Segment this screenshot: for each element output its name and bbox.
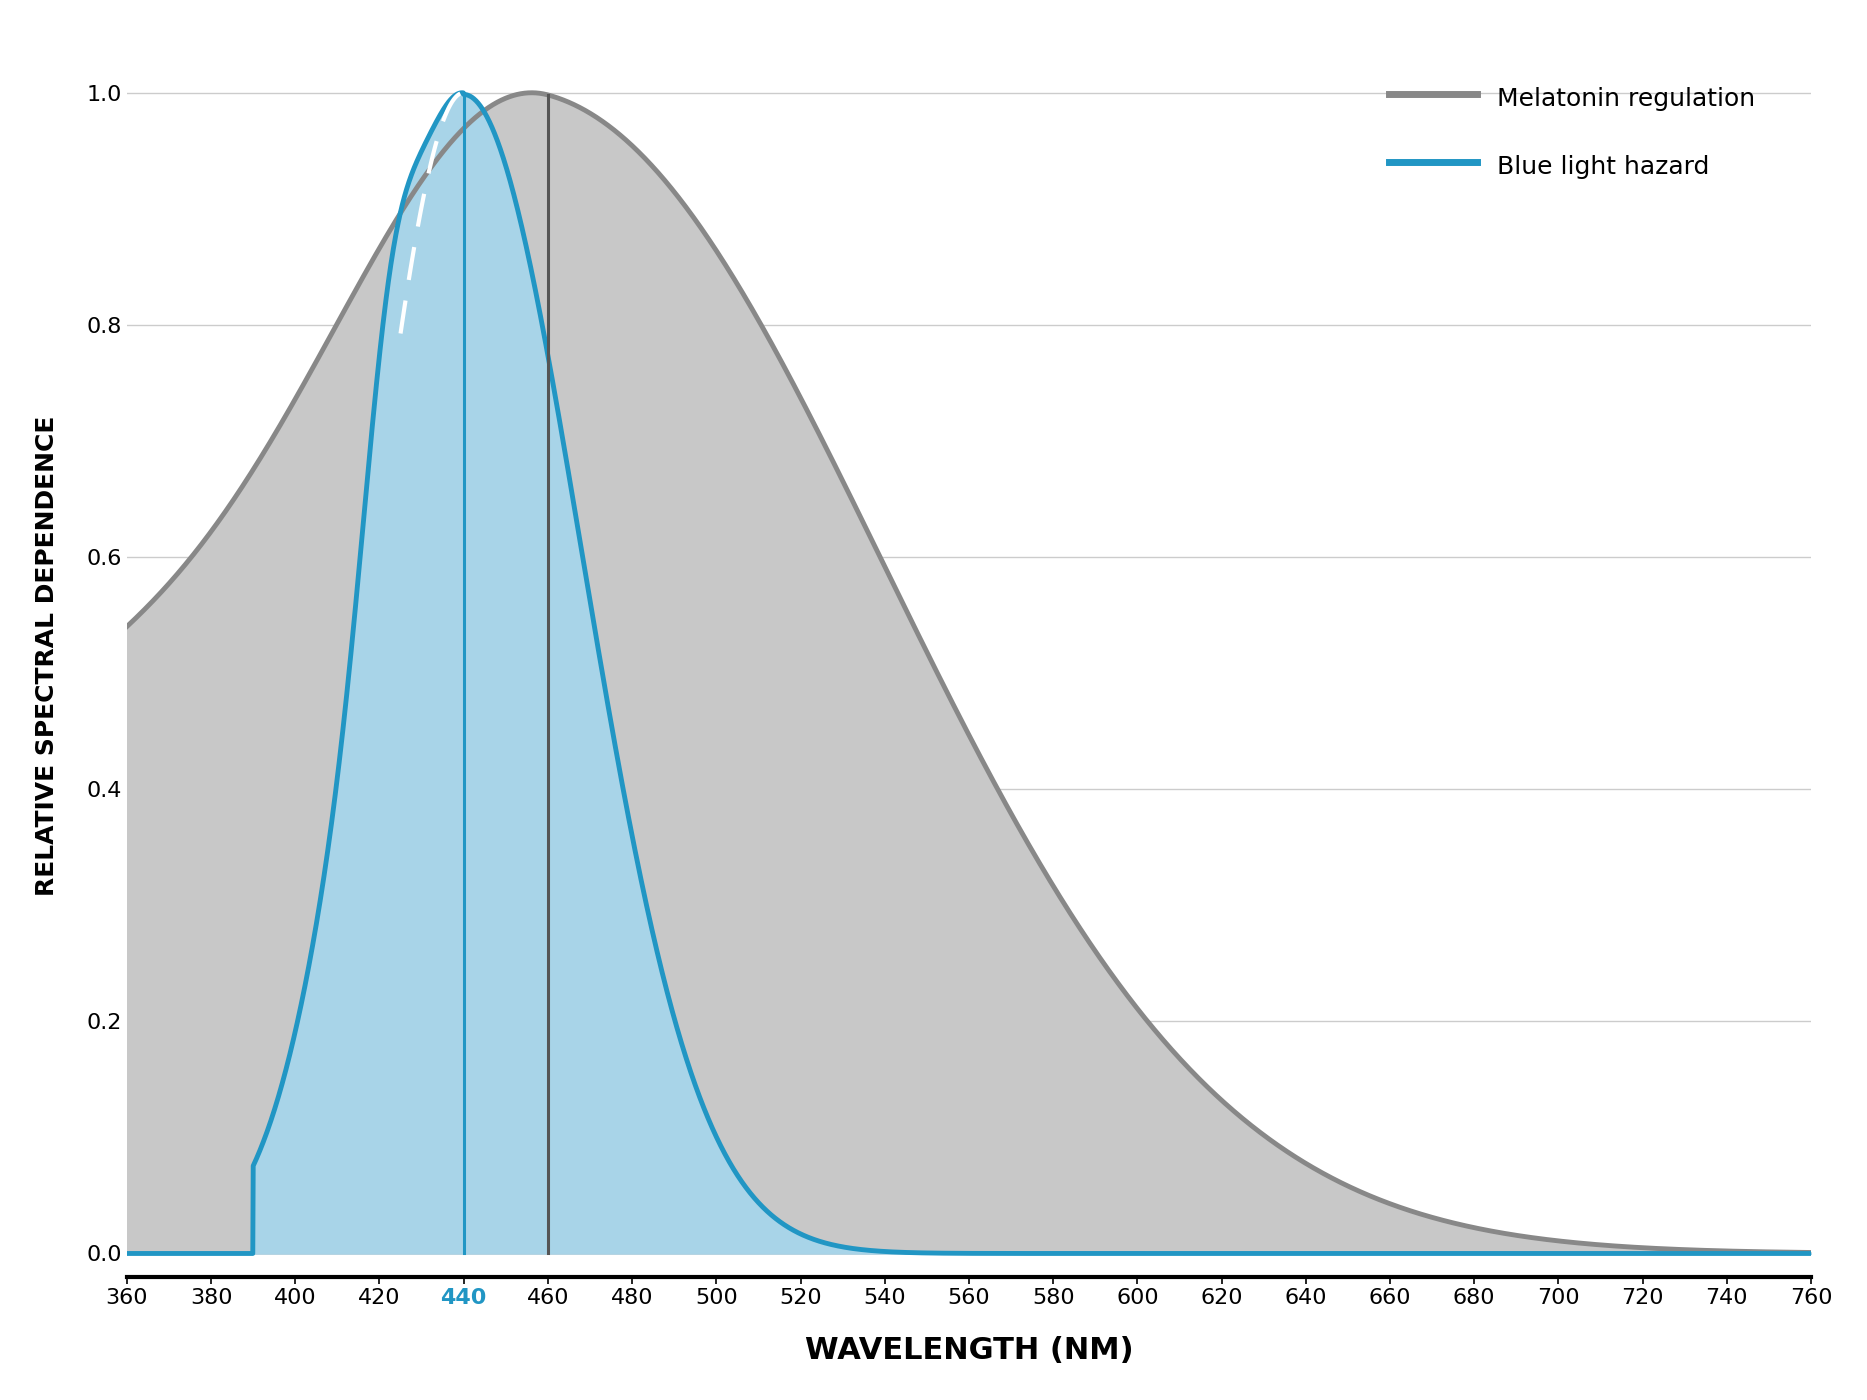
- Y-axis label: RELATIVE SPECTRAL DEPENDENCE: RELATIVE SPECTRAL DEPENDENCE: [35, 416, 58, 896]
- X-axis label: WAVELENGTH (NM): WAVELENGTH (NM): [805, 1336, 1133, 1365]
- Legend: Melatonin regulation, Blue light hazard: Melatonin regulation, Blue light hazard: [1380, 71, 1764, 190]
